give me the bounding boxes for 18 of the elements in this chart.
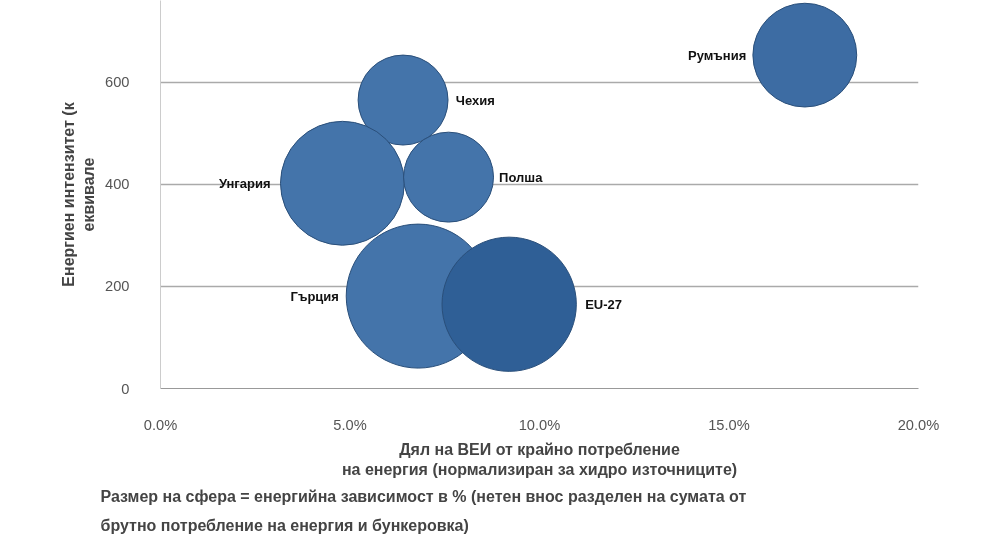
- annotation: EU-27: [585, 296, 623, 312]
- annotation: Гърция: [290, 288, 339, 304]
- x-tick-label: 0.0%: [143, 416, 178, 433]
- annotation: Румъния: [688, 47, 747, 63]
- x-tick-label: 15.0%: [708, 416, 750, 433]
- y-tick-label: 600: [105, 74, 130, 91]
- x-tick-label: 20.0%: [897, 416, 940, 433]
- y-tick-label: 400: [105, 176, 130, 193]
- y-tick-label: 200: [105, 278, 130, 295]
- annotation: Чехия: [455, 92, 495, 108]
- x-tick-label: 5.0%: [333, 416, 367, 433]
- text: Размер на сфера = енергийна зависимост в % (нетен внос разделен на сумата от брутно потребление на енергия и бункеровка): [100, 487, 747, 534]
- y-axis-title: Енергиен интензитет (к еквивале: [59, 101, 98, 287]
- annotation: Унгария: [218, 175, 271, 191]
- y-tick-label: 0: [121, 380, 130, 397]
- annotation: Полша: [499, 169, 544, 185]
- x-tick-label: 10.0%: [518, 416, 561, 433]
- x-axis-title: Дял на ВЕИ от крайно потребление на енергия (нормализиран за хидро източниците): [341, 440, 738, 478]
